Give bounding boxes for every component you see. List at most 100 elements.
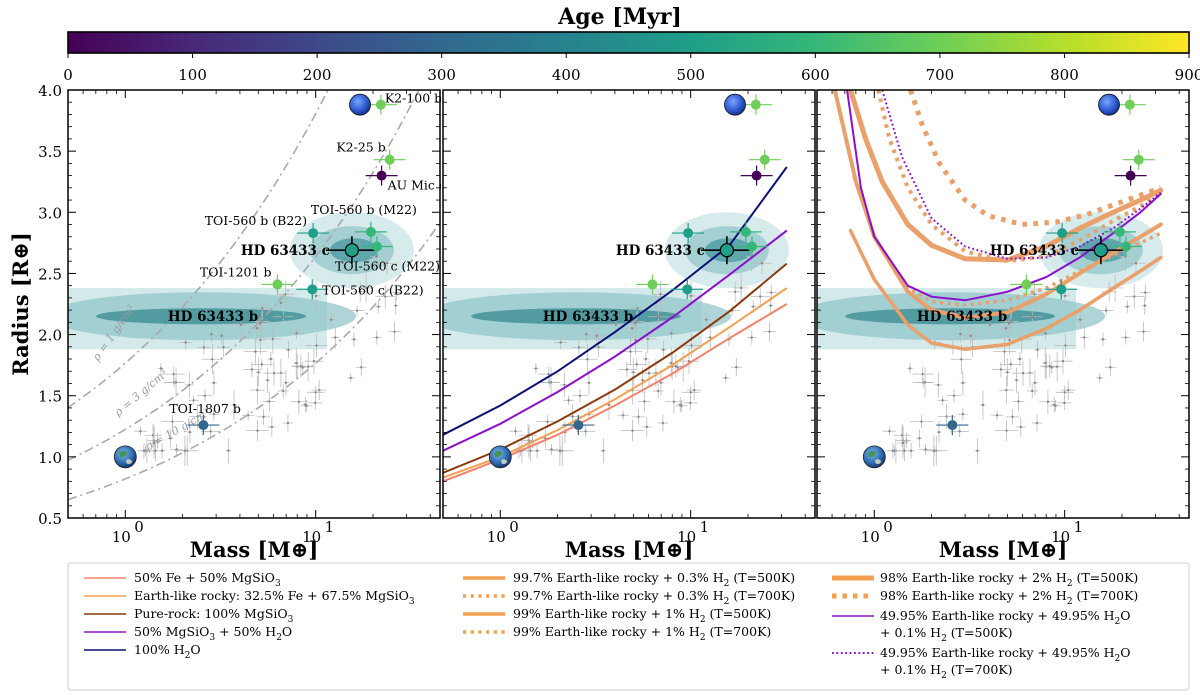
field-planet xyxy=(529,449,532,452)
x-tick-label: 10 xyxy=(112,528,131,546)
field-planet xyxy=(1011,415,1014,419)
field-planet xyxy=(222,345,225,349)
planet-point xyxy=(371,241,382,252)
field-planet xyxy=(1046,400,1050,403)
field-planet xyxy=(184,341,187,344)
field-planet xyxy=(633,322,637,325)
field-planet xyxy=(1031,389,1034,393)
x-tick-label: 10 xyxy=(861,528,880,546)
planet-point xyxy=(647,279,658,290)
field-planet xyxy=(259,338,262,342)
field-planet xyxy=(1143,304,1146,307)
field-planet xyxy=(377,305,380,308)
x-tick-exponent: 1 xyxy=(325,518,335,536)
legend-text: + 50% H xyxy=(215,624,276,639)
field-planet xyxy=(657,389,660,393)
field-planet xyxy=(1061,360,1065,363)
legend-subscript: 2 xyxy=(1067,597,1073,607)
field-planet xyxy=(921,372,924,376)
legend-label-line2: + 0.1% H2 (T=500K) xyxy=(880,625,1013,644)
legend-subscript: 2 xyxy=(700,633,706,643)
field-planet xyxy=(1031,315,1034,318)
field-planet xyxy=(142,449,146,452)
field-planet xyxy=(1066,388,1070,392)
field-planet xyxy=(1005,388,1008,392)
field-planet xyxy=(981,403,985,407)
field-planet xyxy=(312,360,316,363)
field-planet xyxy=(188,383,191,387)
field-planet xyxy=(375,336,378,339)
panel-frame xyxy=(67,89,441,519)
field-planet xyxy=(256,388,259,392)
field-planet xyxy=(546,420,549,423)
field-planet xyxy=(621,414,625,417)
field-planet xyxy=(268,400,271,403)
field-planet xyxy=(587,381,591,385)
legend-subscript: 2 xyxy=(185,651,191,661)
field-planet xyxy=(1017,400,1020,403)
colorbar-tick-label: 400 xyxy=(552,66,581,84)
density-curve xyxy=(68,90,420,462)
field-planet xyxy=(629,350,632,353)
legend-subscript: 2 xyxy=(1067,579,1073,589)
field-planet xyxy=(212,413,216,416)
field-planet xyxy=(352,338,356,341)
panel-frame xyxy=(816,89,1190,519)
field-planet xyxy=(297,400,301,403)
field-planet xyxy=(689,391,692,394)
legend-text: O xyxy=(1120,645,1130,660)
legend-text: 49.95% Earth-like rocky + 49.95% H xyxy=(880,608,1115,623)
field-planet xyxy=(393,330,396,333)
field-planet xyxy=(1035,421,1039,425)
legend-text: Earth-like rocky: 32.5% Fe + 67.5% MgSiO xyxy=(134,588,409,603)
hd63433c-label: HD 63433 c xyxy=(616,243,705,259)
x-axis-label: Mass [M⊕] xyxy=(190,537,319,562)
planet-point xyxy=(1114,226,1125,237)
y-tick-label: 2.5 xyxy=(38,265,62,283)
x-tick-label: 10 xyxy=(487,528,506,546)
field-planet xyxy=(661,421,665,425)
density-curve xyxy=(68,90,329,409)
legend-text: 98% Earth-like rocky + 2% H xyxy=(880,570,1067,585)
field-planet xyxy=(1009,320,1012,323)
field-planet xyxy=(1101,338,1105,341)
field-planet xyxy=(1033,381,1037,384)
earth-icon xyxy=(113,445,137,469)
field-planet xyxy=(614,323,618,326)
field-planet xyxy=(250,368,254,371)
colorbar-tick-label: 300 xyxy=(427,66,456,84)
field-planet xyxy=(202,346,206,349)
density-curve-label: ρ = 3 g/cm³ xyxy=(111,367,170,419)
field-planet xyxy=(724,376,727,380)
earth-cloud-icon xyxy=(501,459,508,465)
field-planet xyxy=(209,430,212,433)
field-planet xyxy=(597,345,600,349)
x-tick-label: 10 xyxy=(677,528,696,546)
hd63433c-label: HD 63433 c xyxy=(990,243,1079,259)
field-planet xyxy=(255,327,259,330)
legend-text: O xyxy=(190,642,200,657)
field-planet xyxy=(271,337,274,341)
field-planet xyxy=(256,429,259,432)
earth-icon xyxy=(488,445,512,469)
field-planet xyxy=(734,290,737,294)
field-planet xyxy=(349,376,352,380)
field-planet xyxy=(641,379,644,382)
y-tick-label: 3.0 xyxy=(38,204,62,222)
field-planet xyxy=(918,437,921,440)
planet-point xyxy=(344,243,359,258)
field-planet xyxy=(1004,327,1008,330)
legend-text: (T=500K) xyxy=(947,625,1013,640)
field-planet xyxy=(317,388,321,392)
field-planet xyxy=(646,337,649,341)
legend-label: 99% Earth-like rocky + 1% H2 (T=700K) xyxy=(513,624,771,643)
field-planet xyxy=(689,294,693,298)
field-planet xyxy=(306,365,310,368)
legend-text: 99% Earth-like rocky + 1% H xyxy=(513,624,700,639)
legend-subscript: 2 xyxy=(724,597,730,607)
colorbar-tick-label: 500 xyxy=(676,66,705,84)
field-planet xyxy=(558,449,562,452)
field-planet xyxy=(270,425,274,429)
